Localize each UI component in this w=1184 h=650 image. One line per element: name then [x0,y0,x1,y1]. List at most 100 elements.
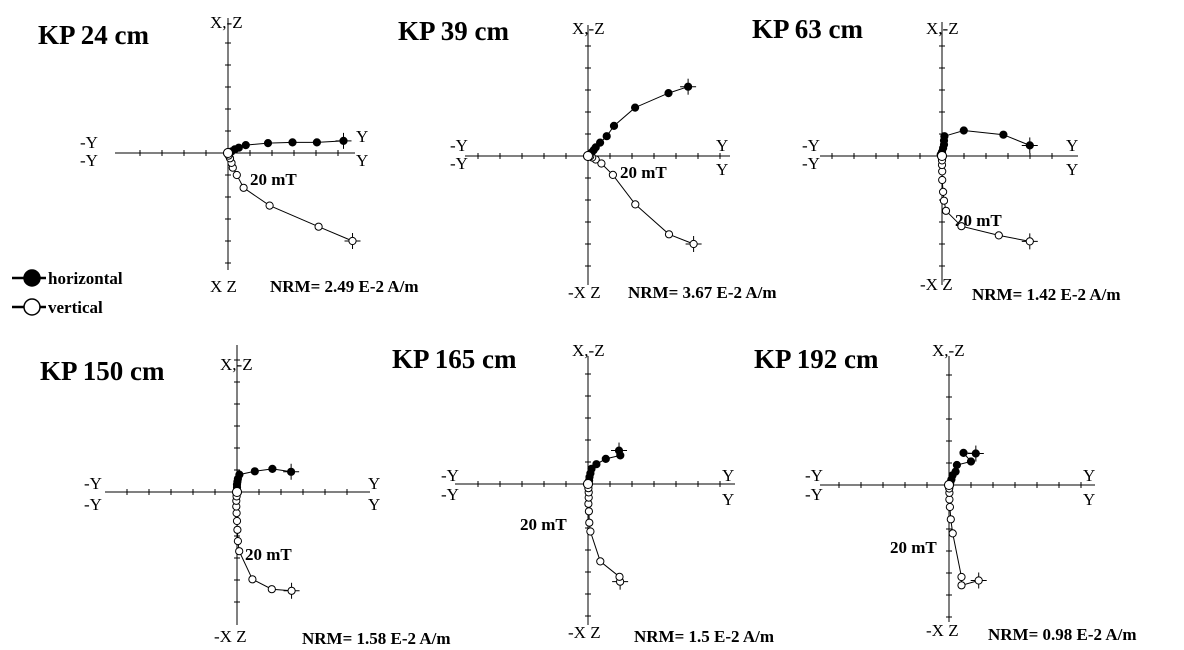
axis-ticks [838,374,1082,618]
axis-label-bottom: -X Z [214,627,247,646]
axis-label-bottom: -X Z [568,283,601,302]
nrm-label: NRM= 3.67 E-2 A/m [628,283,777,302]
vertical-point [583,151,593,161]
vertical-point [941,206,951,215]
panel-kp-165: KP 165 cm X,-Z -X Z -Y -Y Y Y 20 mT NRM=… [392,341,774,646]
horizontal-series-line [940,129,1030,157]
axis-label-right-top: Y [716,136,728,155]
axis-label-left-bottom: -Y [802,154,820,173]
axis-label-left-bottom: -Y [84,495,102,514]
vertical-point [608,170,618,179]
vertical-point [944,480,954,490]
axis-label-bottom: -X Z [920,275,953,294]
horizontal-point [609,121,619,131]
data-marks [583,78,702,252]
panel-title: KP 24 cm [38,20,149,50]
vertical-point [945,502,955,512]
horizontal-point [631,103,640,112]
vertical-series-line [235,491,292,592]
vertical-series-line [227,152,353,242]
axis-label-bottom: X Z [210,277,237,296]
vertical-point [957,222,966,231]
axis-label-right-bottom: Y [1066,160,1078,179]
axis-label-right-bottom: Y [1083,490,1095,509]
vertical-point [265,201,274,210]
legend-vertical-marker [23,298,41,316]
scale-label: 20 mT [955,211,1002,230]
axis-label-top: X,-Z [220,355,253,374]
panel-kp-63: KP 63 cm X,-Z -X Z -Y -Y Y Y 20 mT NRM= … [752,14,1121,304]
vertical-point [939,187,948,196]
axis-label-left-bottom: -Y [80,151,98,170]
horizontal-point [263,139,273,148]
panel-title: KP 165 cm [392,344,517,374]
axis-label-right-top: Y [368,474,380,493]
nrm-label: NRM= 1.42 E-2 A/m [972,285,1121,304]
legend-vertical-label: vertical [48,298,103,317]
data-marks [944,445,987,590]
data-marks [936,126,1038,250]
scale-label: 20 mT [245,545,292,564]
vertical-point [937,151,947,161]
vertical-point [232,516,242,526]
vertical-point [1025,237,1034,246]
axis-label-right-top: Y [1083,466,1095,485]
vertical-point [664,230,674,239]
vertical-point [938,175,947,185]
axis-ticks [126,359,348,603]
horizontal-point [287,467,296,476]
horizontal-point [952,460,962,470]
axis-label-left-bottom: -Y [450,154,468,173]
vertical-point [974,576,983,585]
data-marks [583,442,629,590]
panel-title: KP 192 cm [754,344,879,374]
nrm-label: NRM= 1.58 E-2 A/m [302,629,451,648]
vertical-point [584,507,594,516]
vertical-point [939,196,949,205]
vertical-point [232,487,242,497]
nrm-label: NRM= 1.5 E-2 A/m [634,627,774,646]
panel-title: KP 39 cm [398,16,509,46]
scale-label: 20 mT [250,170,297,189]
scale-label: 20 mT [520,515,567,534]
nrm-label: NRM= 2.49 E-2 A/m [270,277,419,296]
horizontal-point [999,130,1008,139]
vertical-point [597,159,606,168]
vertical-point [223,148,233,158]
vertical-point [957,581,966,590]
scale-label: 20 mT [620,163,667,182]
horizontal-point [241,141,250,150]
horizontal-point [664,89,673,98]
vertical-point [348,236,357,246]
horizontal-point [966,457,976,466]
vertical-point [994,231,1003,240]
horizontal-series-line [587,86,689,157]
horizontal-series-line [236,468,292,492]
panel-kp-24: KP 24 cm X,-Z X Z -Y -Y Y Y 20 mT NRM= 2… [38,13,419,296]
axis-ticks [477,373,721,617]
axis-label-left-top: -Y [80,133,98,152]
legend: horizontal vertical [12,269,123,317]
vertical-point [948,529,957,538]
axis-label-left-bottom: -Y [805,485,823,504]
nrm-label: NRM= 0.98 E-2 A/m [988,625,1137,644]
panel-title: KP 63 cm [752,14,863,44]
horizontal-point [602,132,611,141]
axis-label-left-bottom: -Y [441,485,459,504]
vertical-point [585,518,594,527]
panel-title: KP 150 cm [40,356,165,386]
panel-kp-150: KP 150 cm X,-Z -X Z -Y -Y Y Y 20 mT NRM=… [40,345,451,648]
horizontal-point [616,451,625,460]
vertical-point [248,575,257,584]
vertical-point [287,586,296,595]
horizontal-point [959,126,968,135]
vertical-point [596,557,605,566]
horizontal-point [592,460,601,469]
axis-label-top: X,-Z [572,19,605,38]
horizontal-point [959,448,968,457]
vertical-point [232,170,241,180]
vertical-point [233,537,242,546]
data-marks [232,463,300,599]
axis-label-bottom: -X Z [926,621,959,640]
